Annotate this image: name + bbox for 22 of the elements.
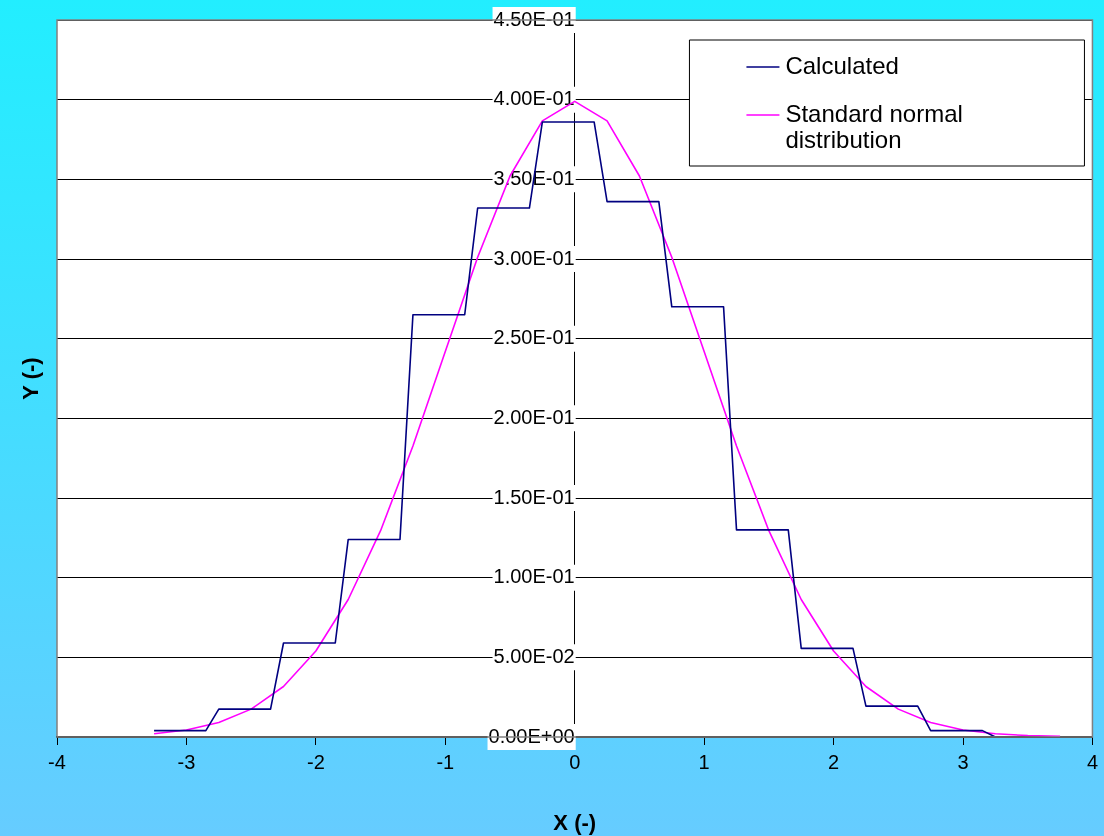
- x-tick-label: 2: [828, 750, 840, 773]
- x-tick-label: 1: [698, 750, 710, 773]
- legend-label: Calculated: [785, 51, 899, 79]
- x-tick-label: 3: [957, 750, 969, 773]
- y-tick-label: 2.50E-01: [493, 326, 575, 349]
- y-tick-label: 3.00E-01: [493, 246, 575, 269]
- x-tick-label: -4: [48, 750, 66, 773]
- y-tick-label: 5.00E-02: [493, 644, 575, 667]
- y-tick-label: 4.50E-01: [493, 7, 575, 30]
- y-tick-label: 2.00E-01: [493, 405, 575, 428]
- x-tick-label: 0: [569, 750, 581, 773]
- y-tick-label: 1.50E-01: [493, 485, 575, 508]
- y-tick-label: 0.00E+00: [488, 724, 575, 747]
- y-tick-label: 4.00E-01: [493, 87, 575, 110]
- y-axis-title: Y (-): [18, 357, 43, 400]
- x-axis-title: X (-): [553, 810, 597, 835]
- x-tick-label: -1: [436, 750, 455, 773]
- x-tick-label: 4: [1086, 750, 1098, 773]
- x-tick-label: -3: [177, 750, 196, 773]
- x-tick-label: -2: [306, 750, 325, 773]
- legend-label: Standard normal distribution: [785, 99, 963, 153]
- y-tick-label: 1.00E-01: [493, 565, 575, 588]
